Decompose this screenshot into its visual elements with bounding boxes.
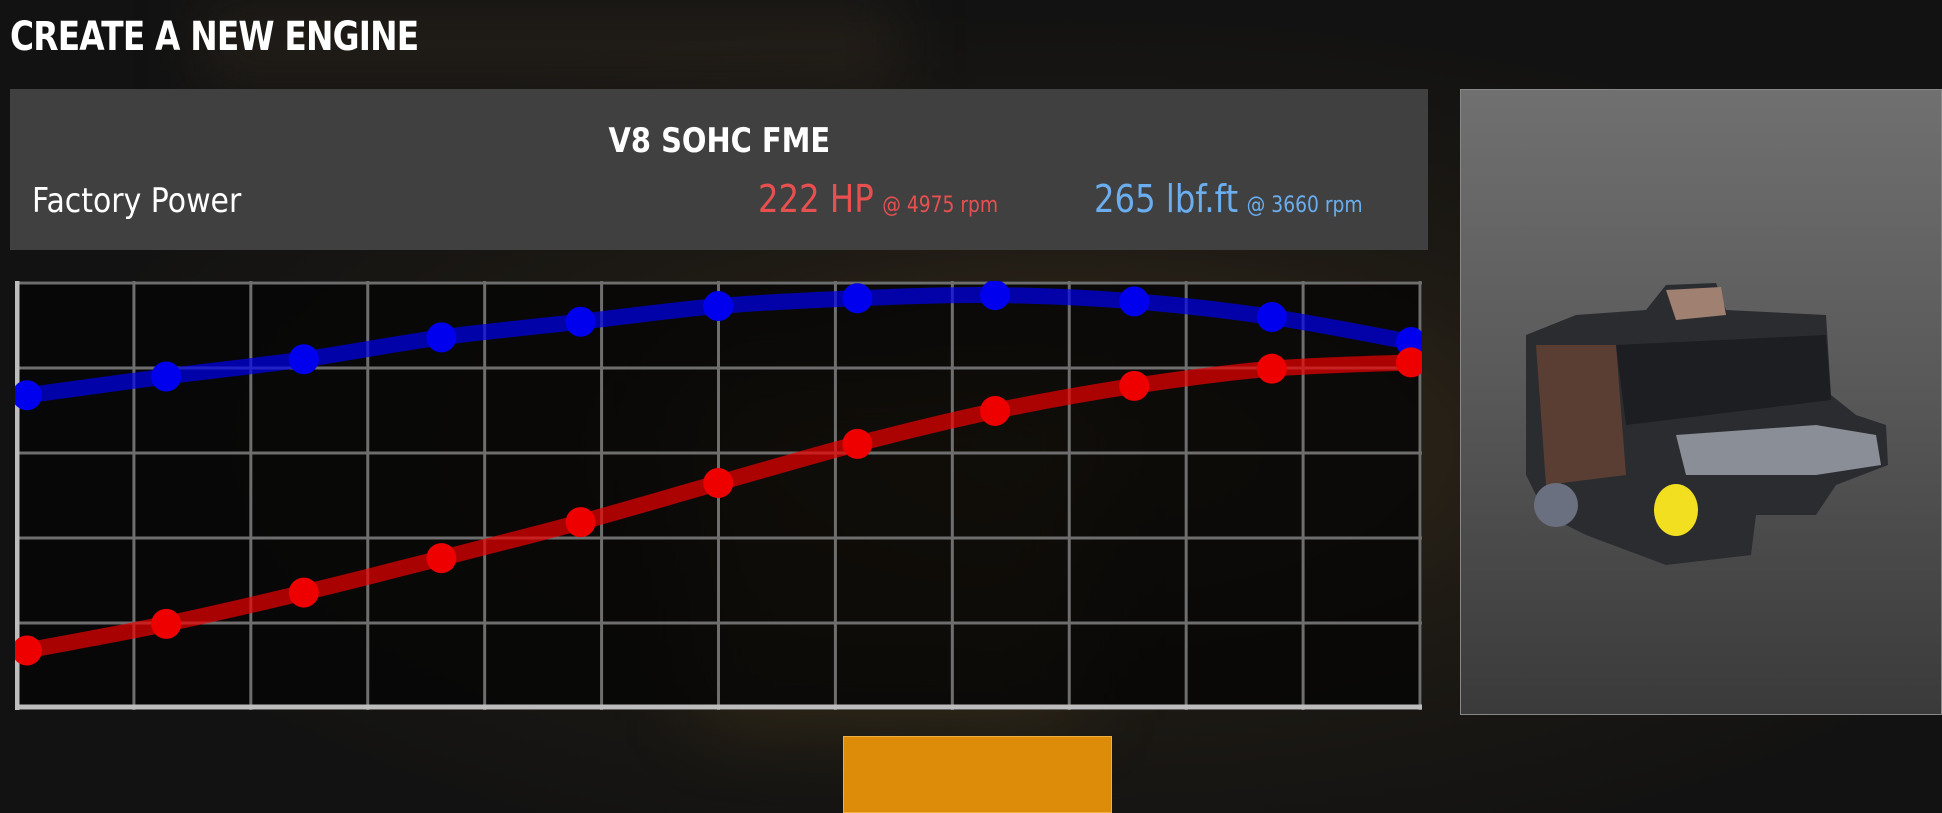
power-point <box>703 467 734 498</box>
torque-value: 265 lbf.ft <box>1094 177 1239 221</box>
power-point <box>1256 353 1287 384</box>
power-value: 222 HP <box>758 177 874 221</box>
engine-summary-panel: V8 SOHC FME Factory Power 222 HP @ 4975 r… <box>10 89 1428 250</box>
torque-point <box>426 322 457 353</box>
factory-power-label: Factory Power <box>32 181 242 221</box>
page-title: CREATE A NEW ENGINE <box>10 14 419 60</box>
power-point <box>151 608 182 639</box>
power-stat: 222 HP @ 4975 rpm <box>758 177 998 221</box>
power-rpm: @ 4975 rpm <box>882 193 999 218</box>
power-point <box>288 577 319 608</box>
engine-name-text: V8 SOHC FME <box>608 121 830 161</box>
torque-point <box>842 283 873 314</box>
power-point <box>980 395 1011 426</box>
torque-stat: 265 lbf.ft @ 3660 rpm <box>1094 177 1363 221</box>
engine-icon <box>1526 283 1888 565</box>
background-blur <box>200 0 900 90</box>
power-point <box>565 507 596 538</box>
torque-point <box>565 306 596 337</box>
torque-point <box>1119 286 1150 317</box>
torque-point <box>15 380 42 411</box>
torque-point <box>288 344 319 375</box>
engine-name: V8 SOHC FME <box>10 121 1428 161</box>
power-point <box>426 543 457 574</box>
torque-point <box>1256 302 1287 333</box>
power-point <box>1396 347 1422 378</box>
engine-preview <box>1460 89 1942 715</box>
power-torque-chart <box>15 281 1422 710</box>
power-point <box>842 428 873 459</box>
torque-rpm: @ 3660 rpm <box>1246 193 1363 218</box>
torque-point <box>980 281 1011 311</box>
engine-option-tile[interactable] <box>843 736 1112 813</box>
power-point <box>15 635 42 666</box>
power-point <box>1119 370 1150 401</box>
torque-point <box>703 291 734 322</box>
torque-point <box>151 361 182 392</box>
